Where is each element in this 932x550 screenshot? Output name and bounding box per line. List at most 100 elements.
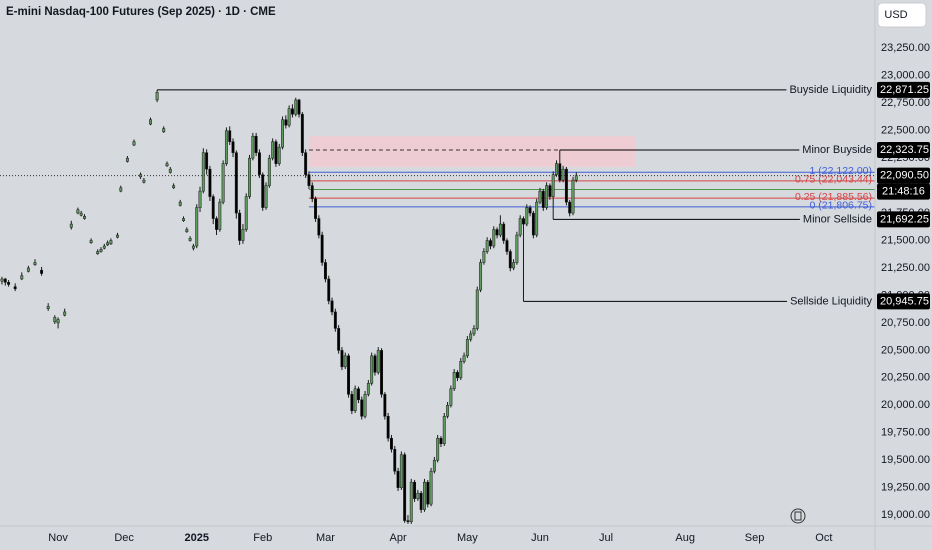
candle-body	[558, 163, 562, 181]
currency-label[interactable]: USD	[884, 9, 907, 21]
candle-body	[195, 207, 199, 247]
candle-body	[373, 355, 377, 373]
candle-body	[485, 240, 489, 252]
candle-body	[419, 492, 423, 510]
level-price-tag: 22,871.25	[880, 84, 929, 96]
y-tick-label: 20,750.00	[881, 317, 930, 329]
candle-body	[248, 157, 251, 197]
y-tick-label: 19,000.00	[881, 509, 930, 521]
plot: 1 (22,122.00)0.75 (22,043.44) 0.25 (21,88…	[0, 83, 876, 524]
y-tick-label: 20,000.00	[881, 399, 930, 411]
candle-body	[46, 306, 50, 309]
candle-body	[234, 152, 238, 214]
candle-body	[261, 174, 265, 208]
candle-body	[462, 355, 466, 362]
fib-label: 0.75 (22,043.44)	[795, 174, 872, 186]
currency-button[interactable]	[877, 2, 927, 28]
candle-body	[472, 328, 476, 335]
level-price-tag: 22,323.75	[880, 144, 929, 156]
candle-body	[370, 355, 374, 384]
y-tick-label: 22,500.00	[881, 125, 930, 137]
level-label: Minor Buyside	[802, 144, 872, 156]
zone	[308, 136, 636, 167]
candle-body	[63, 311, 67, 316]
candle-body	[185, 229, 189, 232]
candle-body	[548, 185, 552, 197]
x-tick-label: Feb	[253, 532, 272, 544]
candle-body	[40, 269, 44, 274]
candle-body	[531, 212, 535, 236]
candle-body	[492, 229, 496, 247]
candle-body	[568, 201, 572, 214]
candle-body	[482, 251, 486, 263]
candle-body	[376, 350, 380, 373]
candle-body	[409, 481, 413, 522]
level-label-bg	[799, 143, 875, 156]
candle-body	[535, 201, 539, 236]
candle-body	[429, 470, 433, 505]
candle-body	[99, 249, 103, 252]
candle-body	[310, 185, 314, 200]
candle-body	[413, 481, 417, 499]
level-label-bg	[786, 83, 876, 96]
candle-body	[442, 416, 446, 444]
candle-body	[564, 168, 568, 203]
y-tick-label: 22,750.00	[881, 97, 930, 109]
candle-body	[459, 361, 463, 379]
candle-body	[244, 196, 248, 230]
candle-body	[330, 300, 334, 313]
candle-body	[79, 212, 83, 216]
level-label: Buyside Liquidity	[789, 84, 872, 96]
icon-circle[interactable]	[790, 508, 806, 524]
candle-body	[198, 190, 202, 208]
candle-body	[125, 157, 129, 162]
candle-body	[528, 207, 532, 214]
candle-body	[116, 234, 119, 238]
candle-body	[267, 157, 271, 186]
candle-body	[221, 163, 225, 203]
candle-body	[518, 218, 522, 236]
candle-body	[7, 282, 11, 285]
candle-body	[446, 405, 450, 417]
candle-body	[416, 492, 420, 499]
candle-body	[162, 128, 166, 133]
candle-body	[366, 383, 370, 395]
level-price-tag-bg	[877, 142, 930, 159]
candle-body	[96, 251, 100, 254]
candle-body	[20, 275, 24, 280]
candle-body	[281, 119, 284, 148]
candle-body	[512, 262, 516, 269]
candle-body	[350, 394, 354, 412]
candle-body	[228, 130, 232, 142]
candle-body	[406, 520, 410, 522]
icon-body[interactable]	[794, 511, 802, 521]
candle-body	[3, 278, 7, 283]
level-label-bg	[799, 213, 875, 226]
candle-body	[178, 201, 182, 206]
candle-body	[139, 174, 143, 178]
candle-body	[13, 286, 17, 290]
candle-body	[320, 234, 324, 263]
candle-body	[390, 437, 393, 450]
candle-body	[76, 209, 80, 214]
candle-body	[284, 119, 288, 126]
candle-body	[241, 229, 245, 241]
fib-label: 0.25 (21,885.56)	[795, 191, 872, 203]
candle-body	[403, 454, 407, 521]
candle-body	[495, 229, 499, 236]
fib-label: 0 (21,806.75)	[810, 200, 872, 212]
goto-icon[interactable]	[790, 508, 806, 524]
last-price-tag: 22,090.50	[880, 170, 929, 182]
candle-body	[452, 372, 456, 390]
candle-body	[327, 278, 331, 302]
candle-body	[277, 146, 281, 164]
x-tick-label: May	[457, 532, 478, 544]
candle-body	[479, 262, 483, 291]
candle-body	[423, 481, 426, 510]
y-tick-label: 20,250.00	[881, 372, 930, 384]
candle-body	[307, 174, 311, 186]
candle-body	[574, 175, 578, 181]
countdown-bg	[877, 183, 930, 200]
